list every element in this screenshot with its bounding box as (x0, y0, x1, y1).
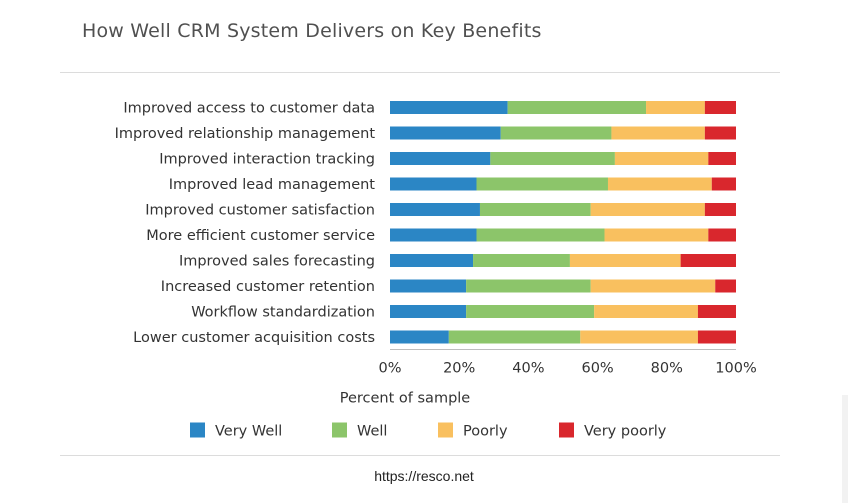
x-axis: 0% 20% 40% 60% 80% 100% Percent of sample (340, 349, 757, 407)
bar-segment (390, 254, 474, 267)
bar-segment (466, 279, 591, 293)
bar-segment (704, 203, 736, 216)
category-label: Improved sales forecasting (179, 254, 375, 270)
legend-swatch (190, 422, 205, 438)
bar-segment (697, 305, 736, 318)
bar-segment (614, 152, 709, 165)
bar-segment (473, 254, 570, 267)
legend-label: Very poorly (584, 424, 667, 440)
bar-segment (390, 305, 467, 318)
bar-segment (390, 228, 477, 242)
bar-segment (697, 330, 736, 344)
x-axis-title: Percent of sample (340, 391, 471, 407)
x-tick-label: 0% (378, 361, 401, 377)
top-divider (60, 72, 780, 73)
bar-segments (390, 101, 736, 344)
bar-segment (704, 126, 736, 140)
stacked-bar-chart: Improved access to customer data Improved… (115, 101, 757, 440)
bar-segment (390, 101, 508, 114)
legend-label: Poorly (463, 424, 508, 440)
bar-segment (680, 254, 736, 267)
bar-segment (500, 126, 612, 140)
category-label: Improved interaction tracking (159, 152, 375, 168)
bar-segment (607, 177, 712, 191)
category-labels: Improved access to customer data Improved… (115, 101, 376, 347)
edge-strip (842, 395, 848, 503)
bar-segment (604, 228, 709, 242)
bar-segment (715, 279, 736, 293)
category-label: Improved customer satisfaction (145, 203, 375, 219)
category-label: Workflow standardization (191, 305, 375, 321)
legend-label: Very Well (215, 424, 282, 440)
x-tick-label: 20% (443, 361, 475, 377)
bar-segment (611, 126, 705, 140)
x-tick-label: 60% (581, 361, 613, 377)
legend-swatch (332, 422, 347, 438)
bar-segment (390, 126, 501, 140)
bar-segment (390, 177, 477, 191)
category-label: Improved access to customer data (123, 101, 375, 117)
legend: Very Well Well Poorly Very poorly (190, 422, 667, 440)
bar-segment (390, 279, 467, 293)
bar-segment (711, 177, 736, 191)
x-tick-label: 40% (512, 361, 544, 377)
category-label: Improved relationship management (115, 126, 376, 142)
bar-segment (580, 330, 698, 344)
x-tick-label: 80% (651, 361, 683, 377)
bar-segment (390, 152, 491, 165)
source-link[interactable]: https://resco.net (374, 468, 474, 484)
bar-segment (466, 305, 595, 318)
bar-segment (590, 279, 716, 293)
legend-swatch (559, 422, 574, 438)
category-label: More efficient customer service (146, 228, 375, 244)
bottom-divider (60, 455, 780, 456)
bar-segment (390, 330, 449, 344)
bar-segment (704, 101, 736, 114)
legend-label: Well (357, 424, 387, 440)
category-label: Improved lead management (169, 177, 376, 193)
x-tick-label: 100% (715, 361, 756, 377)
category-label: Lower customer acquisition costs (133, 330, 375, 346)
legend-swatch (438, 422, 453, 438)
bar-segment (490, 152, 615, 165)
bar-segment (708, 152, 736, 165)
bar-segment (569, 254, 681, 267)
category-label: Increased customer retention (161, 279, 375, 295)
bar-segment (448, 330, 581, 344)
bar-segment (708, 228, 736, 242)
bar-segment (476, 228, 605, 242)
bar-segment (590, 203, 705, 216)
bar-segment (646, 101, 705, 114)
bar-segment (479, 203, 591, 216)
chart-title: How Well CRM System Delivers on Key Bene… (82, 20, 542, 42)
bar-segment (476, 177, 608, 191)
bar-segment (390, 203, 480, 216)
bar-segment (594, 305, 698, 318)
bar-segment (507, 101, 647, 114)
